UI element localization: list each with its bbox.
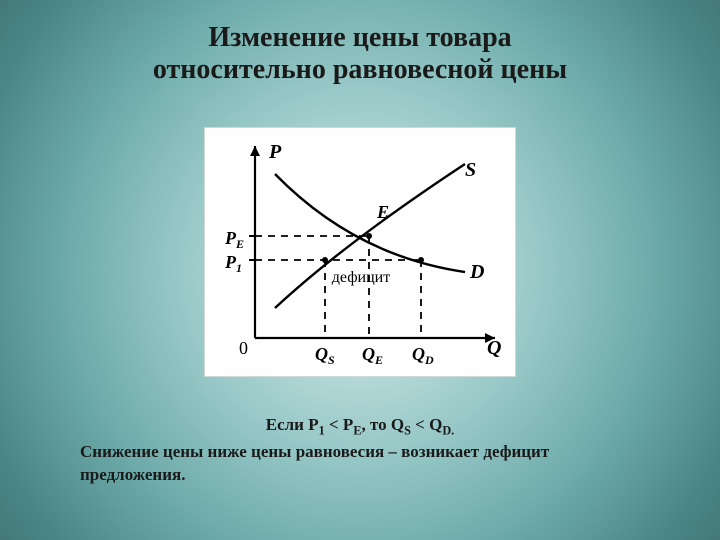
slide-title: Изменение цены товара относительно равно… xyxy=(0,22,720,86)
title-line-1: Изменение цены товара xyxy=(208,22,511,53)
label-qs: QS xyxy=(315,344,335,367)
label-s: S xyxy=(465,159,476,181)
formula-sub3: S xyxy=(404,423,411,437)
y-axis-arrow-icon xyxy=(250,146,260,156)
label-origin: 0 xyxy=(239,338,248,358)
conclusion-text: Снижение цены ниже цены равновесия – воз… xyxy=(80,441,640,487)
body-text: Если P1 < PE, то QS < QD. Снижение цены … xyxy=(80,415,640,487)
label-pe: PE xyxy=(224,228,244,251)
chart-svg: P S E D PE P1 дефицит 0 QS QE xyxy=(205,128,515,376)
label-deficit: дефицит xyxy=(332,269,390,286)
formula-prefix: Если P xyxy=(266,415,319,434)
label-q: Q xyxy=(487,337,501,359)
formula-mid2: , то Q xyxy=(361,415,404,434)
formula-mid3: < Q xyxy=(411,415,442,434)
point-qs-p1 xyxy=(322,257,328,263)
label-p: P xyxy=(268,141,282,163)
point-qd-p1 xyxy=(418,257,424,263)
label-p1: P1 xyxy=(224,252,242,275)
equilibrium-chart: P S E D PE P1 дефицит 0 QS QE xyxy=(205,128,515,376)
label-d: D xyxy=(469,261,484,283)
formula-mid1: < P xyxy=(325,415,354,434)
formula-line: Если P1 < PE, то QS < QD. xyxy=(80,415,640,435)
point-e xyxy=(366,233,372,239)
title-line-2: относительно равновесной цены xyxy=(153,54,567,85)
formula-sub4: D. xyxy=(442,423,454,437)
chart-labels: P S E D PE P1 дефицит 0 QS QE xyxy=(224,141,501,367)
label-e: E xyxy=(376,202,389,222)
label-qe: QE xyxy=(362,344,383,367)
label-qd: QD xyxy=(412,344,434,367)
demand-curve xyxy=(275,174,465,272)
slide: Изменение цены товара относительно равно… xyxy=(0,0,720,540)
